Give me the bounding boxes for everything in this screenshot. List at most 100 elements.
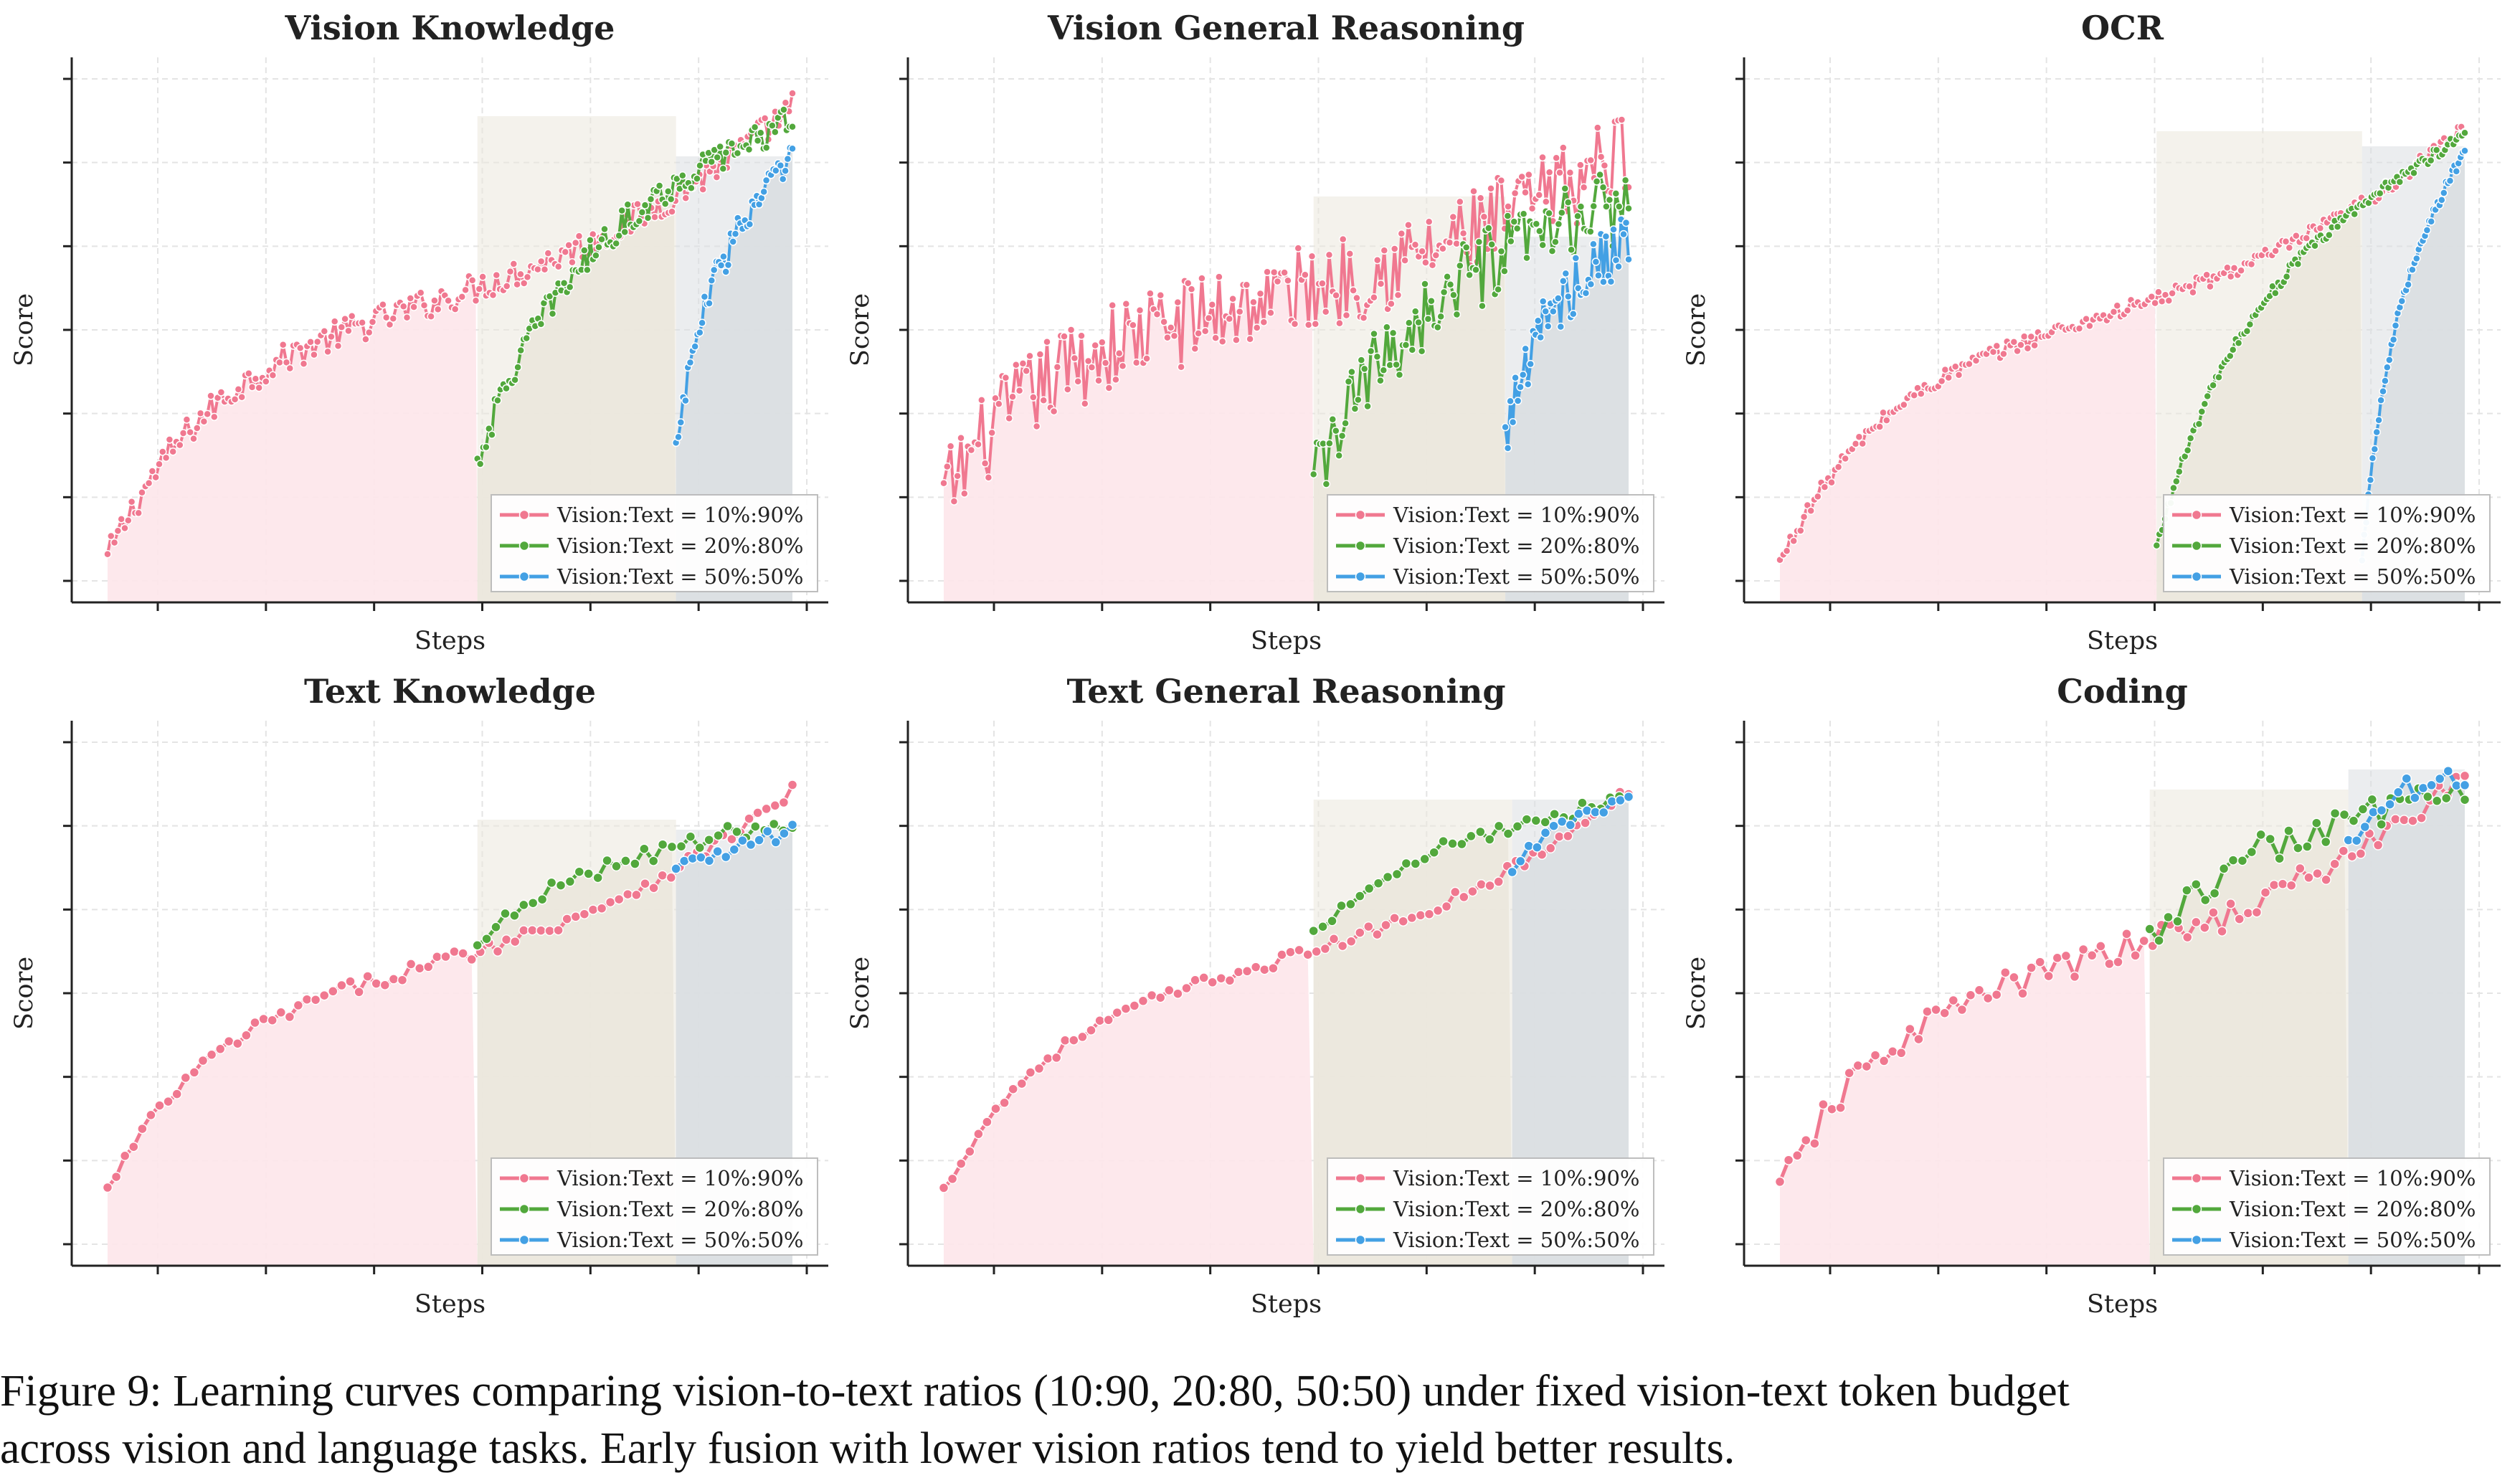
data-point bbox=[1349, 286, 1358, 295]
data-point bbox=[1510, 189, 1520, 198]
series-1 bbox=[939, 115, 1633, 506]
data-point bbox=[635, 217, 644, 226]
data-point bbox=[1542, 197, 1550, 207]
data-point bbox=[1053, 363, 1062, 371]
data-point bbox=[544, 249, 553, 257]
data-point bbox=[554, 262, 563, 271]
data-point bbox=[1586, 280, 1596, 289]
data-point bbox=[2154, 935, 2164, 946]
data-point bbox=[1290, 320, 1299, 328]
data-point bbox=[553, 924, 564, 936]
data-point bbox=[1215, 273, 1223, 281]
data-point bbox=[405, 959, 417, 970]
data-point bbox=[313, 337, 322, 346]
legend-item-2: Vision:Text = 20%:80% bbox=[2172, 534, 2476, 558]
data-point bbox=[1809, 1138, 1820, 1149]
data-point bbox=[2191, 878, 2202, 890]
data-point bbox=[1001, 373, 1010, 382]
data-point bbox=[2113, 301, 2122, 311]
data-point bbox=[1335, 318, 1344, 328]
data-point bbox=[2023, 343, 2032, 353]
data-point bbox=[756, 128, 765, 138]
data-point bbox=[1122, 300, 1131, 308]
data-point bbox=[1304, 321, 1313, 329]
data-point bbox=[617, 206, 626, 215]
data-point bbox=[1421, 258, 1430, 267]
data-point bbox=[345, 976, 356, 987]
data-point bbox=[113, 526, 123, 536]
data-point bbox=[179, 429, 188, 437]
data-point bbox=[361, 335, 370, 343]
data-point bbox=[1198, 972, 1209, 983]
data-point bbox=[1432, 905, 1444, 916]
data-point bbox=[1796, 526, 1805, 535]
data-point bbox=[1518, 370, 1527, 379]
data-point bbox=[1101, 359, 1110, 367]
data-point bbox=[1965, 990, 1976, 1000]
data-point bbox=[151, 473, 160, 482]
legend-swatch-marker bbox=[1355, 1203, 1366, 1215]
legend-swatch-marker bbox=[2191, 509, 2202, 521]
x-axis-label: Steps bbox=[2087, 627, 2158, 655]
data-point bbox=[1478, 301, 1487, 311]
data-point bbox=[1074, 377, 1082, 386]
data-point bbox=[709, 265, 719, 275]
data-point bbox=[1064, 385, 1072, 394]
data-point bbox=[693, 174, 701, 183]
data-point bbox=[1160, 318, 1168, 326]
data-point bbox=[144, 479, 153, 488]
chart-panel-5: Text General Reasoning Steps Score Vision:T… bbox=[846, 672, 1664, 1319]
data-point bbox=[2113, 957, 2123, 967]
data-point bbox=[2452, 167, 2461, 176]
data-point bbox=[639, 843, 650, 854]
data-point bbox=[1390, 245, 1399, 253]
data-point bbox=[1462, 243, 1471, 252]
data-point bbox=[330, 317, 339, 326]
data-point bbox=[2078, 944, 2089, 955]
data-point bbox=[1216, 972, 1227, 984]
data-point bbox=[1311, 946, 1322, 957]
region-fill-1 bbox=[1780, 296, 2157, 602]
data-point bbox=[268, 371, 278, 380]
data-point bbox=[943, 462, 952, 471]
data-point bbox=[2392, 787, 2404, 798]
data-point bbox=[1521, 188, 1530, 197]
data-point bbox=[719, 252, 728, 261]
data-point bbox=[788, 144, 797, 153]
data-point bbox=[364, 328, 374, 337]
data-point bbox=[1345, 899, 1356, 910]
legend-label: Vision:Text = 20%:80% bbox=[556, 1197, 803, 1221]
data-point bbox=[2052, 952, 2063, 964]
data-point bbox=[1263, 267, 1271, 277]
data-point bbox=[596, 903, 607, 914]
data-point bbox=[2395, 177, 2405, 186]
data-point bbox=[1224, 975, 1236, 986]
data-point bbox=[1218, 337, 1227, 346]
data-point bbox=[1513, 397, 1522, 405]
data-point bbox=[1594, 271, 1603, 280]
data-point bbox=[1360, 364, 1369, 374]
data-point bbox=[2194, 420, 2204, 429]
data-point bbox=[2460, 128, 2469, 137]
data-point bbox=[1456, 197, 1464, 207]
data-point bbox=[1487, 240, 1496, 249]
data-point bbox=[180, 1072, 191, 1084]
data-point bbox=[2379, 387, 2387, 396]
data-point bbox=[2199, 922, 2210, 933]
data-point bbox=[516, 346, 525, 355]
x-axis-label: Steps bbox=[1251, 627, 1322, 655]
data-point bbox=[1452, 310, 1462, 319]
data-point bbox=[1232, 336, 1241, 344]
data-point bbox=[953, 471, 962, 480]
data-point bbox=[2375, 189, 2384, 198]
data-point bbox=[1419, 853, 1430, 865]
data-point bbox=[1370, 329, 1378, 338]
data-point bbox=[1242, 280, 1251, 290]
data-point bbox=[1098, 338, 1107, 347]
data-point bbox=[399, 302, 408, 311]
data-point bbox=[1623, 791, 1634, 802]
data-point bbox=[2383, 363, 2392, 372]
data-point bbox=[2374, 416, 2383, 425]
data-point bbox=[137, 1123, 148, 1134]
data-point bbox=[1598, 183, 1608, 192]
